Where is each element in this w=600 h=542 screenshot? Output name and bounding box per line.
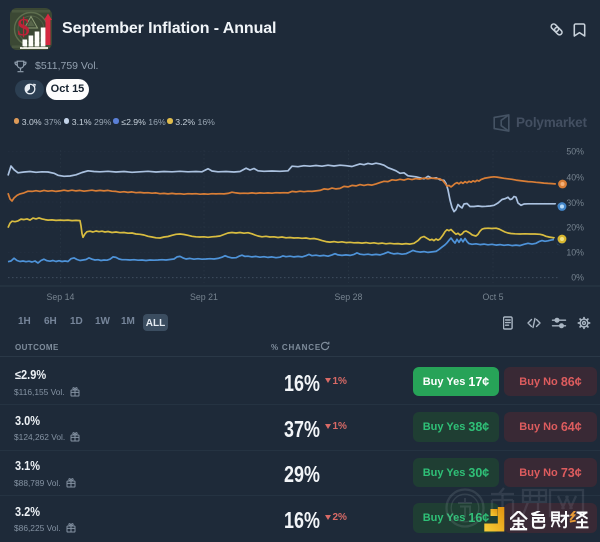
svg-text:0%: 0% bbox=[571, 273, 584, 283]
svg-text:Oct 5: Oct 5 bbox=[482, 292, 503, 302]
svg-text:Sep 14: Sep 14 bbox=[47, 292, 75, 302]
svg-text:Sep 28: Sep 28 bbox=[335, 292, 363, 302]
svg-text:10%: 10% bbox=[566, 247, 584, 257]
svg-text:50%: 50% bbox=[566, 147, 584, 157]
svg-text:40%: 40% bbox=[566, 172, 584, 182]
svg-text:20%: 20% bbox=[566, 222, 584, 232]
svg-text:$: $ bbox=[17, 15, 30, 42]
svg-text:30%: 30% bbox=[566, 198, 584, 208]
svg-text:Sep 21: Sep 21 bbox=[190, 292, 218, 302]
